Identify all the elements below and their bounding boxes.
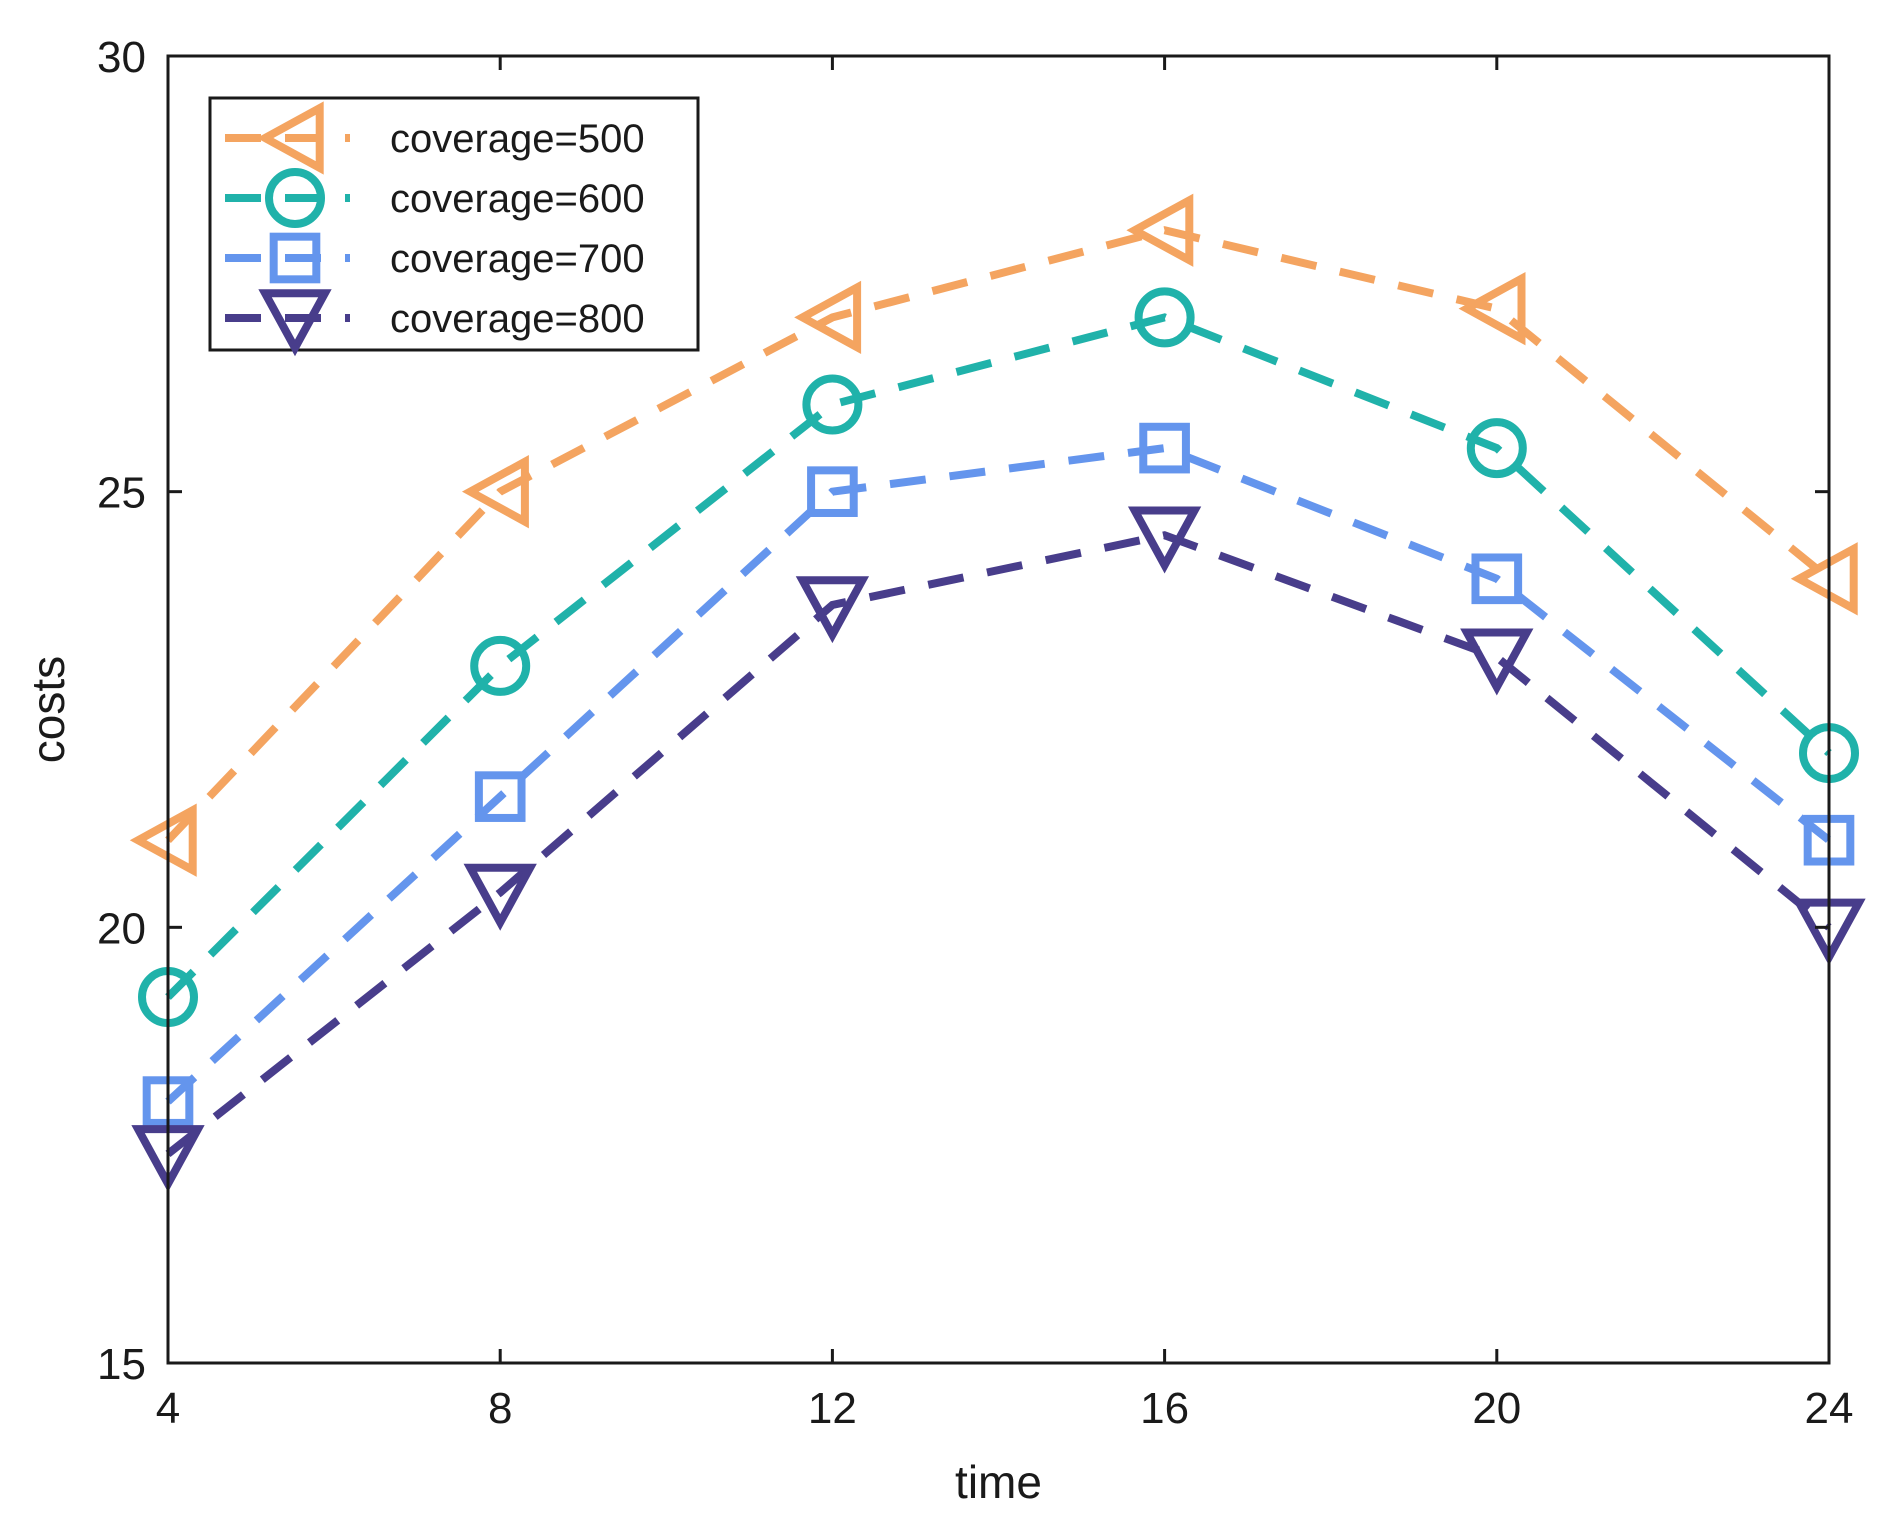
legend-marker	[256, 101, 324, 175]
x-tick-label: 12	[808, 1384, 857, 1433]
series-line	[165, 443, 1832, 1105]
data-point	[470, 635, 531, 696]
data-point	[1466, 418, 1527, 479]
data-point	[461, 455, 529, 529]
series-line	[165, 531, 1832, 1158]
legend-entry: coverage=600	[225, 168, 645, 228]
data-point	[474, 771, 526, 822]
legend-label: coverage=500	[390, 117, 645, 161]
data-point	[794, 280, 862, 355]
x-tick-label: 8	[488, 1384, 512, 1433]
series-line	[165, 313, 1832, 1000]
legend-marker	[269, 232, 321, 284]
axis-ticks: 4 8 12 16 20 24 15 20 25 30	[97, 33, 1853, 1433]
data-point	[1126, 193, 1194, 267]
x-tick-label: 4	[156, 1384, 180, 1433]
legend: coverage=500 coverage=600 coverage=700 cove…	[208, 96, 700, 357]
data-point	[129, 803, 197, 877]
legend-marker	[258, 289, 332, 357]
x-tick-label: 16	[1140, 1384, 1189, 1433]
y-axis-label: costs	[22, 656, 74, 763]
data-point	[1127, 506, 1202, 574]
legend-marker	[265, 168, 325, 228]
data-point	[795, 576, 870, 644]
x-tick-label: 20	[1472, 1384, 1521, 1433]
legend-label: coverage=800	[390, 297, 645, 341]
series-coverage=500	[129, 193, 1858, 877]
legend-label: coverage=600	[390, 177, 645, 221]
plot-area-frame	[166, 54, 1831, 1365]
data-point	[1139, 422, 1190, 474]
legend-entry: coverage=500	[225, 101, 645, 175]
x-tick-label: 24	[1805, 1384, 1854, 1433]
series-coverage=800	[131, 506, 1866, 1193]
data-point	[802, 374, 863, 435]
data-point	[1134, 287, 1195, 348]
data-point	[807, 466, 858, 517]
legend-entry: coverage=700	[225, 232, 645, 284]
x-axis-label: time	[955, 1456, 1042, 1508]
series-line	[165, 226, 1832, 843]
data-point	[1460, 628, 1534, 696]
data-point	[1458, 272, 1526, 346]
data-point	[1471, 553, 1523, 605]
y-tick-label: 25	[97, 469, 146, 518]
series-coverage=600	[138, 287, 1859, 1028]
legend-label: coverage=700	[390, 237, 645, 281]
y-tick-label: 30	[97, 33, 146, 82]
legend-entry: coverage=800	[225, 289, 645, 357]
series-coverage=700	[142, 422, 1855, 1127]
data-point	[1790, 542, 1858, 616]
data-point	[463, 863, 537, 931]
y-tick-label: 20	[97, 904, 146, 953]
y-tick-label: 15	[97, 1340, 146, 1389]
